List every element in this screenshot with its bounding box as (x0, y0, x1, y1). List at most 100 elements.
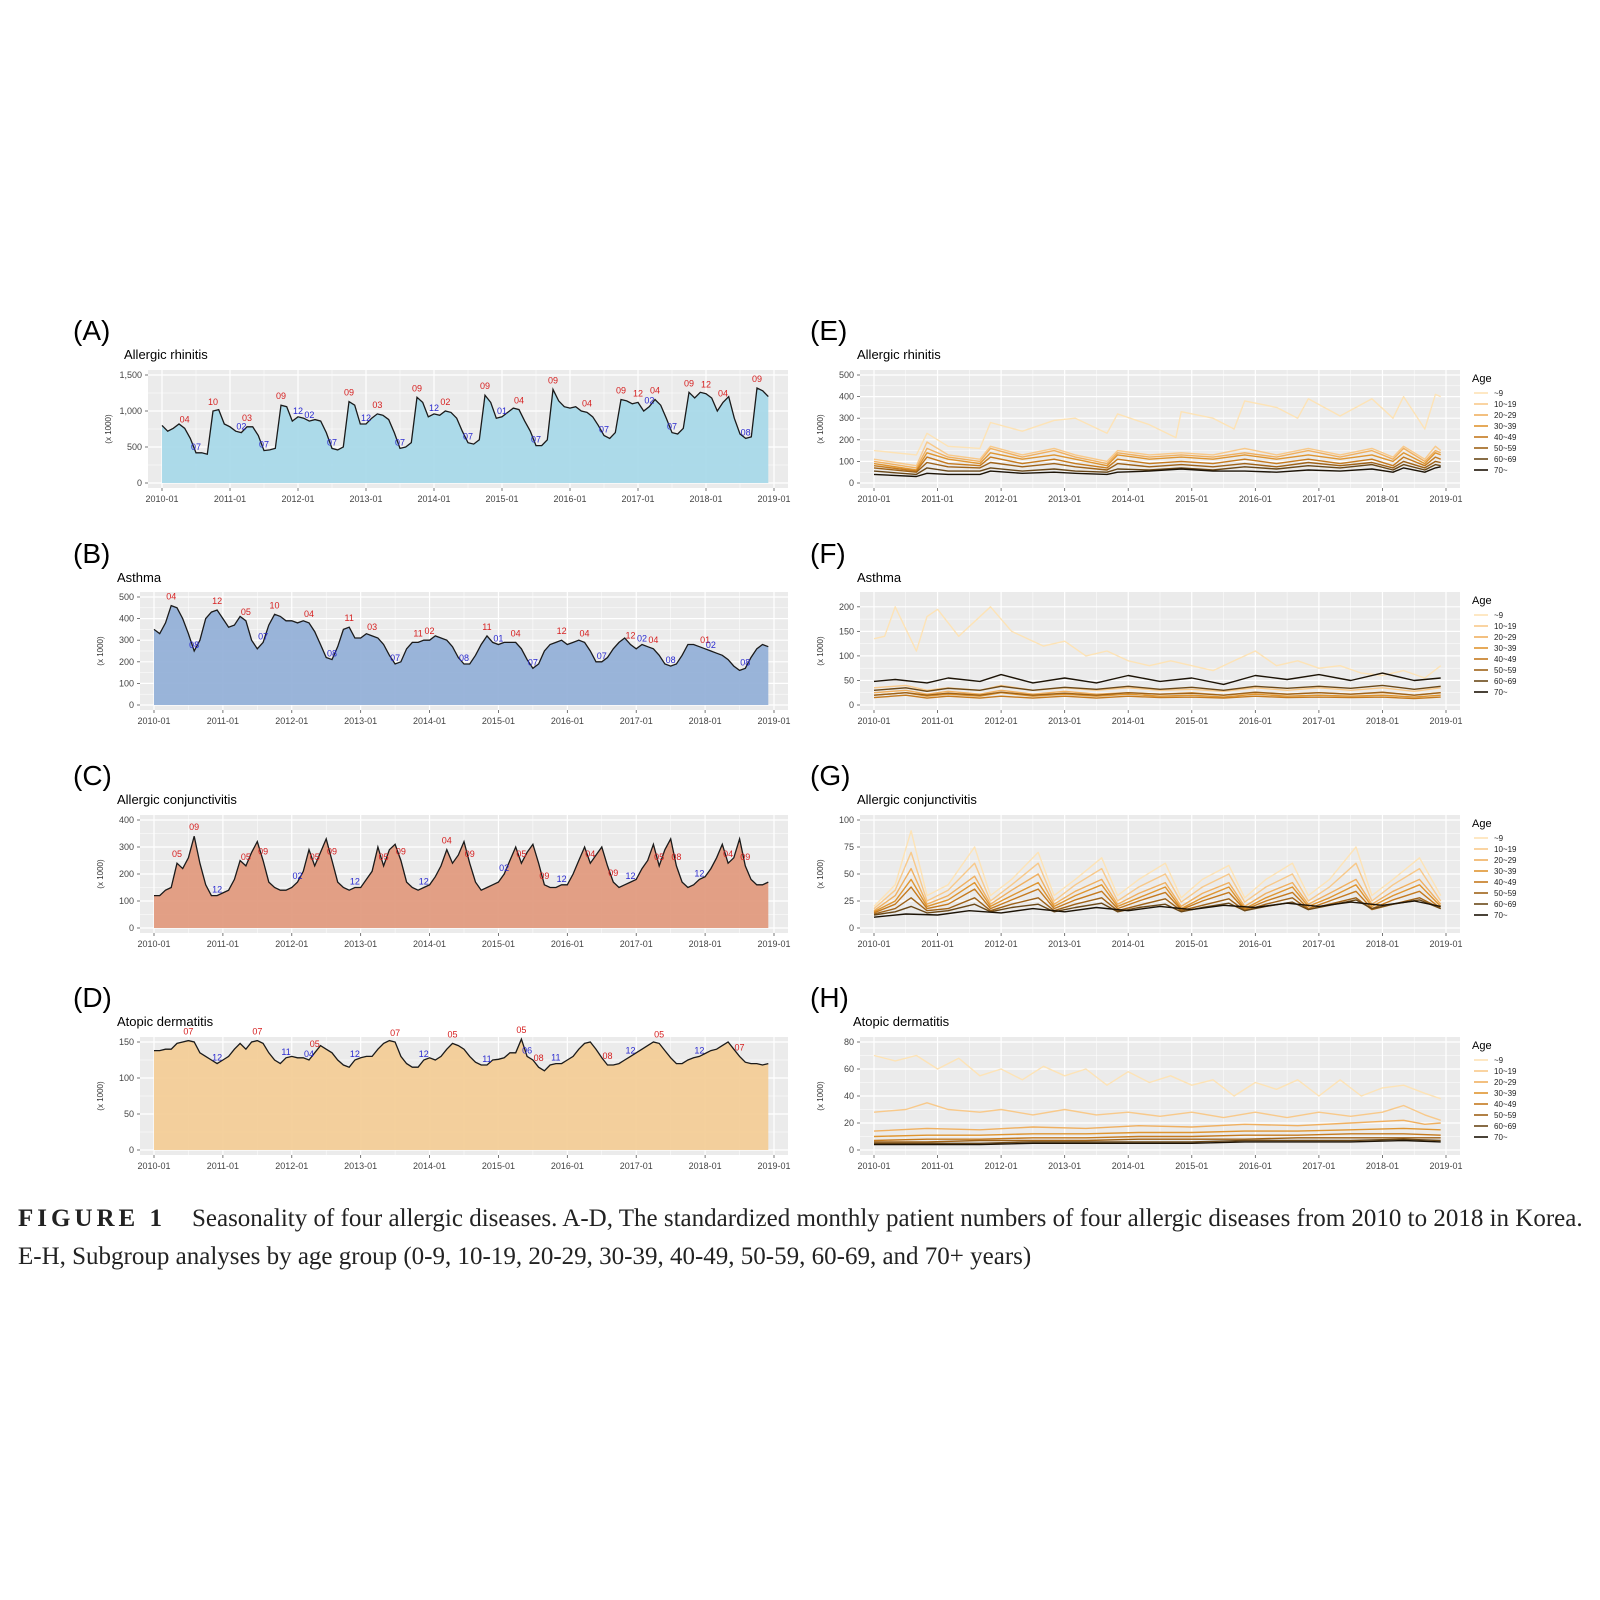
legend-label: 60~69 (1494, 1122, 1517, 1131)
legend-label: ~9 (1494, 1056, 1504, 1065)
x-tick-label: 2018-01 (1366, 716, 1399, 726)
y-axis-unit: (x 1000) (104, 414, 113, 444)
panel-label: (C) (73, 760, 112, 791)
trough-label: 02 (706, 640, 716, 650)
caption-label: FIGURE 1 (18, 1205, 166, 1232)
peak-label: 09 (276, 391, 286, 401)
peak-label: 08 (534, 1053, 544, 1063)
x-tick-label: 2015-01 (482, 939, 515, 949)
trough-label: 02 (304, 410, 314, 420)
peak-label: 10 (270, 600, 280, 610)
y-tick-label: 500 (119, 592, 134, 602)
trough-label: 12 (361, 413, 371, 423)
x-tick-label: 2016-01 (553, 494, 586, 504)
trough-label: 12 (625, 1045, 635, 1055)
x-tick-label: 2012-01 (275, 1161, 308, 1171)
x-tick-label: 2010-01 (137, 939, 170, 949)
legend-label: 30~39 (1494, 1089, 1517, 1098)
panel-label: (A) (73, 315, 110, 346)
y-tick-label: 100 (839, 651, 854, 661)
series-line-4 (873, 1127, 1441, 1138)
x-tick-label: 2014-01 (413, 1161, 446, 1171)
x-tick-label: 2015-01 (1175, 494, 1208, 504)
x-tick-label: 2011-01 (921, 1161, 953, 1171)
panel-title: Asthma (117, 570, 162, 585)
x-tick-label: 2016-01 (551, 1161, 584, 1171)
series-line-5 (873, 456, 1441, 472)
legend-label: 40~49 (1494, 655, 1517, 664)
x-tick-label: 2019-01 (1429, 1161, 1462, 1171)
figure-caption: FIGURE 1 Seasonality of four allergic dis… (18, 1200, 1588, 1276)
panel-label: (H) (810, 982, 849, 1013)
trough-label: 12 (293, 406, 303, 416)
trough-label: 07 (528, 657, 538, 667)
series-line (161, 387, 769, 456)
legend-title: Age (1472, 595, 1492, 607)
peak-label: 05 (172, 849, 182, 859)
series-line-8 (873, 900, 1441, 918)
peak-label: 12 (625, 631, 635, 641)
x-tick-label: 2013-01 (344, 716, 377, 726)
legend-label: 30~39 (1494, 867, 1517, 876)
trough-label: 12 (212, 885, 222, 895)
x-tick-label: 2017-01 (620, 1161, 653, 1171)
x-tick-label: 2010-01 (857, 494, 890, 504)
panel-f: (F) Asthma 0 50 100 150 200 2010-01 2011-01 2012-… (810, 538, 1517, 726)
legend-label: ~9 (1494, 834, 1504, 843)
legend-label: 20~29 (1494, 633, 1517, 642)
y-tick-label: 200 (839, 435, 854, 445)
legend-label: 50~59 (1494, 666, 1517, 675)
peak-label: 05 (516, 1025, 526, 1035)
y-axis-unit: (x 1000) (816, 1081, 825, 1111)
peak-label: 01 (700, 635, 710, 645)
series-line-4 (873, 452, 1441, 471)
legend-title: Age (1472, 818, 1492, 830)
series-line-7 (874, 1138, 1441, 1144)
x-tick-label: 2018-01 (1366, 1161, 1399, 1171)
peak-label: 11 (413, 628, 422, 638)
y-axis-unit: (x 1000) (816, 859, 825, 889)
series-line-6 (874, 1137, 1441, 1143)
series-line-1 (873, 606, 1442, 679)
x-tick-label: 2017-01 (1302, 716, 1335, 726)
legend-label: 70~ (1494, 911, 1508, 920)
peak-label: 05 (654, 852, 664, 862)
trough-label: 12 (419, 1049, 429, 1059)
peak-label: 12 (557, 626, 567, 636)
legend-label: 40~49 (1494, 878, 1517, 887)
peak-label: 09 (684, 378, 694, 388)
x-tick-label: 2011-01 (214, 494, 246, 504)
trough-label: 12 (557, 874, 567, 884)
panel-h: (H) Atopic dermatitis 0 20 40 60 80 2010-01 2011… (810, 982, 1517, 1171)
panel-e: (E) Allergic rhinitis 0 100 200 300 400 500 2010… (810, 315, 1517, 504)
y-tick-label: 400 (119, 614, 134, 624)
peak-label: 12 (212, 596, 222, 606)
x-tick-label: 2015-01 (482, 1161, 515, 1171)
x-tick-label: 2015-01 (1175, 939, 1208, 949)
trough-label: 07 (597, 651, 607, 661)
y-tick-label: 500 (839, 370, 854, 380)
legend-label: 70~ (1494, 688, 1508, 697)
y-axis-unit: (x 1000) (816, 636, 825, 666)
x-tick-label: 2010-01 (857, 1161, 890, 1171)
y-axis-unit: (x 1000) (96, 859, 105, 889)
series-line-5 (873, 886, 1442, 914)
series-line-1 (873, 1054, 1441, 1100)
series-line-1 (873, 830, 1442, 907)
peak-label: 09 (608, 868, 618, 878)
peak-label: 09 (548, 375, 558, 385)
x-tick-label: 2014-01 (1112, 1161, 1145, 1171)
y-tick-label: 300 (839, 413, 854, 423)
caption-text: Seasonality of four allergic diseases. A… (18, 1205, 1583, 1270)
x-tick-label: 2013-01 (344, 939, 377, 949)
series-line-3 (873, 447, 1441, 469)
peak-label: 09 (539, 871, 549, 881)
legend-label: 30~39 (1494, 644, 1517, 653)
panel-label: (G) (810, 760, 850, 791)
x-tick-label: 2013-01 (349, 494, 382, 504)
x-tick-label: 2013-01 (1048, 494, 1081, 504)
x-tick-label: 2017-01 (620, 939, 653, 949)
trough-label: 12 (429, 403, 439, 413)
y-tick-label: 100 (119, 678, 134, 688)
peak-label: 04 (166, 592, 176, 602)
